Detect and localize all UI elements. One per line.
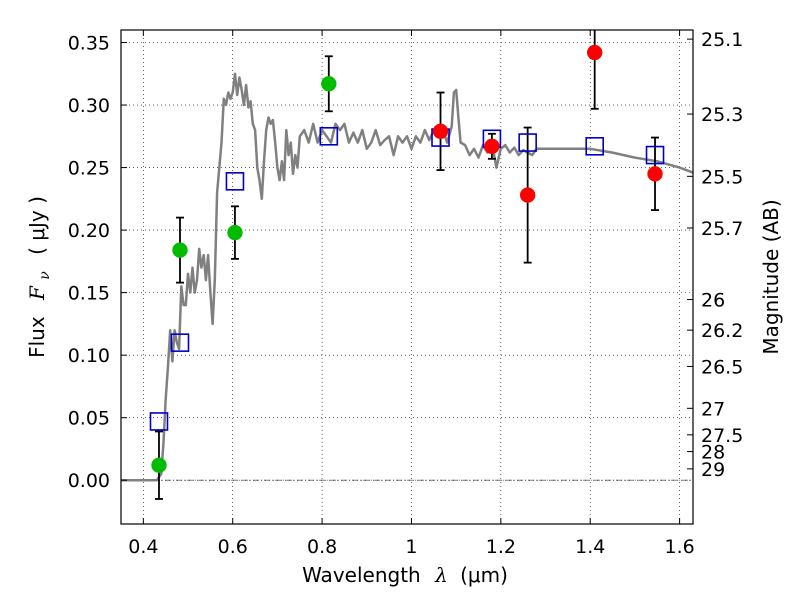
optical-observation-point: [172, 242, 188, 258]
nir-observation-point: [484, 138, 500, 155]
x-axis-symbol: λ: [434, 563, 448, 587]
y-tick-label: 0.35: [68, 33, 110, 55]
y-tick-label: 0.30: [68, 95, 110, 117]
model-photometry-square: [585, 137, 604, 156]
y-tick-label: 0.25: [68, 158, 110, 180]
mag-tick-label: 25.3: [701, 104, 743, 126]
mag-tick-label: 25.1: [701, 29, 743, 51]
mag-tick-label: 28: [701, 442, 725, 464]
optical-observation-point: [151, 457, 167, 473]
y-axis-label: Flux: [25, 316, 49, 358]
optical-observation-point: [227, 224, 243, 241]
x-tick-label: 1.2: [486, 536, 516, 558]
x-axis-title: Wavelength λ (μm): [302, 563, 508, 587]
nir-observation-point: [432, 123, 449, 140]
axis-ticks: 0.4 0.6 0.8 1 1.2 1.4 1.6 0.00 0.05 0.10 0.15 0.20 0…: [68, 29, 744, 558]
y-tick-label: 0.05: [68, 408, 110, 430]
y-axis-title: Flux F ν ( μJy ): [25, 196, 54, 358]
mag-tick-label: 25.7: [701, 218, 743, 240]
y-axis-symbol: F: [25, 285, 49, 301]
optical-observation-point: [321, 76, 337, 92]
mag-tick-label: 27: [701, 398, 725, 420]
mag-tick-label: 26: [701, 290, 725, 312]
plot-frame: [120, 29, 694, 525]
x-tick-label: 1.6: [664, 536, 694, 558]
x-tick-label: 0.4: [128, 536, 158, 558]
mag-tick-label: 25.5: [701, 166, 743, 188]
y-axis-subscript: ν: [37, 271, 53, 280]
mag-tick-label: 26.5: [701, 356, 743, 378]
x-axis-unit: (μm): [460, 563, 508, 587]
y-tick-label: 0.10: [68, 345, 110, 367]
model-photometry-square: [170, 333, 190, 352]
mag-tick-label: 27.5: [701, 425, 743, 447]
x-axis-label: Wavelength: [302, 563, 421, 587]
model-spectrum-line: [121, 72, 693, 482]
x-tick-label: 0.8: [307, 536, 337, 558]
plot-content: [121, 30, 693, 500]
y-tick-label: 0.15: [68, 283, 110, 305]
nir-observation-point: [586, 44, 603, 61]
y-tick-label: 0.20: [68, 220, 110, 242]
model-photometry-square: [319, 127, 339, 146]
model-photometry-square: [518, 133, 537, 152]
model-photometry-square: [645, 145, 665, 165]
mag-tick-label: 26.2: [701, 320, 743, 342]
x-tick-label: 1.4: [575, 536, 605, 558]
nir-observation-point: [519, 187, 536, 203]
model-photometry-square: [225, 172, 245, 191]
model-photometry-square: [149, 412, 169, 431]
y2-axis-title: Magnitude (AB): [759, 199, 783, 354]
y-tick-label: 0.00: [68, 470, 110, 492]
mag-tick-label: 29: [701, 459, 725, 481]
y-axis-unit: ( μJy ): [25, 196, 49, 255]
x-tick-label: 1: [405, 536, 417, 558]
x-tick-label: 0.6: [218, 536, 248, 558]
nir-observation-point: [647, 166, 663, 182]
